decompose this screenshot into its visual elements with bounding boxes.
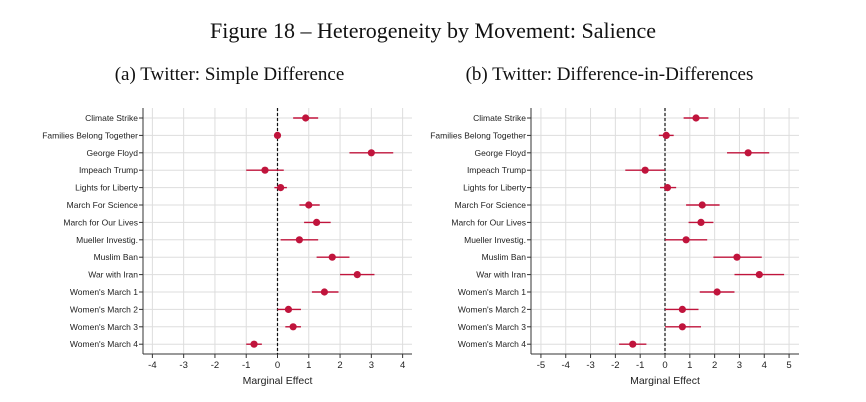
panel-b-point-estimate: [678, 305, 686, 313]
panel-b-point-estimate: [697, 218, 705, 226]
panel-b-x-tick-label: 1: [687, 360, 692, 371]
panel-b-category-label: March For Science: [455, 200, 527, 210]
panel-b-category-label: Lights for Liberty: [463, 183, 527, 193]
panel-a-x-tick-label: -2: [211, 360, 219, 371]
panel-a-category-label: Women's March 2: [70, 304, 138, 314]
panel-a-category-label: Muslim Ban: [94, 252, 139, 262]
panel-b-point-estimate: [662, 131, 670, 139]
panel-b-category-label: Women's March 3: [458, 322, 526, 332]
panel-b-point-estimate: [682, 236, 690, 244]
panel-b-point-estimate: [678, 323, 686, 331]
panel-b-category-label: George Floyd: [475, 148, 527, 158]
panel-a-category-label: Lights for Liberty: [75, 183, 139, 193]
panel-a-x-tick-label: 4: [400, 360, 405, 371]
panel-a-point-estimate: [312, 218, 321, 226]
panel-a-category-label: March for Our Lives: [63, 217, 138, 227]
panel-b-category-label: Women's March 1: [458, 287, 526, 297]
panel-a-point-estimate: [295, 236, 303, 244]
panel-a-point-estimate: [328, 253, 336, 261]
panel-a-x-tick-label: 1: [306, 360, 311, 371]
panel-a-point-estimate: [320, 288, 329, 296]
panel-a-point-estimate: [284, 305, 293, 313]
panel-b-x-tick-label: 3: [737, 360, 742, 371]
panel-a-point-estimate: [273, 131, 282, 139]
panel-b-category-label: War with Iran: [476, 270, 526, 280]
panel-b-category-label: Women's March 4: [458, 339, 526, 349]
panel-b-x-axis-label: Marginal Effect: [630, 375, 700, 387]
panel-b-x-tick-label: 4: [762, 360, 767, 371]
panel-b-title: (b) Twitter: Difference-in-Differences: [465, 64, 754, 85]
panel-a-category-label: Women's March 1: [70, 287, 138, 297]
panel-a-category-label: March For Science: [67, 200, 139, 210]
panel-a-plot: -4 -3 -2 -1 0 1 2 3 4 Marginal Effect Climate Stri…: [42, 108, 412, 387]
panel-a-category-label: George Floyd: [87, 148, 139, 158]
panel-a-x-tick-label: -4: [148, 360, 156, 371]
panel-a-x-tick-label: -1: [242, 360, 250, 371]
panel-a-point-estimate: [250, 340, 258, 348]
panel-a-category-label: Women's March 3: [70, 322, 138, 332]
panel-b-x-tick-label: -2: [611, 360, 619, 371]
panel-b-x-tick-label: 5: [786, 360, 791, 371]
panel-b-point-estimate: [698, 201, 706, 209]
panel-b-point-estimate: [733, 253, 741, 261]
panel-a-title: (a) Twitter: Simple Difference: [114, 64, 345, 85]
panel-b-x-tick-label: 2: [712, 360, 717, 371]
panel-b-category-label: Climate Strike: [473, 113, 526, 123]
panel-b-category-label: Muslim Ban: [482, 252, 527, 262]
panel-b-point-estimate: [692, 114, 700, 122]
panel-b-x-tick-label: -1: [636, 360, 644, 371]
panel-a-x-axis-label: Marginal Effect: [243, 375, 313, 387]
panel-a-point-estimate: [302, 114, 310, 122]
panel-a-category-label: Mueller Investig.: [76, 235, 138, 245]
panel-a-x-tick-label: 0: [275, 360, 280, 371]
panel-b-x-tick-label: -3: [586, 360, 594, 371]
panel-a-point-estimate: [289, 323, 297, 331]
panel-a-category-label: Families Belong Together: [42, 130, 138, 140]
panel-a-x-tick-label: -3: [179, 360, 187, 371]
panel-b-point-estimate: [641, 166, 649, 174]
panel-b-category-label: Impeach Trump: [467, 165, 526, 175]
panel-a-category-label: Climate Strike: [85, 113, 138, 123]
panel-b-point-estimate: [629, 340, 637, 348]
panel-b-point-estimate: [713, 288, 721, 296]
panel-a-point-estimate: [261, 166, 269, 174]
panel-a-x-tick-label: 2: [337, 360, 342, 371]
panel-a-point-estimate: [353, 271, 361, 279]
figure-title: Figure 18 – Heterogeneity by Movement: S…: [210, 18, 656, 43]
panel-a-point-estimate: [305, 201, 313, 209]
panel-a-category-label: Impeach Trump: [79, 165, 138, 175]
panel-a-category-label: Women's March 4: [70, 339, 138, 349]
panel-b-category-label: Mueller Investig.: [464, 235, 526, 245]
panel-b-x-tick-label: -4: [562, 360, 570, 371]
panel-b-plot: -5 -4 -3 -2 -1 0 1 2 3 4 5 Marginal Effect Climate S…: [430, 108, 799, 387]
panel-b-category-label: Families Belong Together: [430, 130, 526, 140]
panel-b-point-estimate: [744, 149, 752, 157]
panel-b-category-label: March for Our Lives: [451, 217, 526, 227]
panel-b-x-tick-label: -5: [537, 360, 545, 371]
panel-a-x-tick-label: 3: [369, 360, 374, 371]
panel-a-category-label: War with Iran: [88, 270, 138, 280]
panel-b-category-label: Women's March 2: [458, 304, 526, 314]
panel-a-point-estimate: [277, 184, 285, 192]
panel-a-point-estimate: [367, 149, 375, 157]
panel-b-point-estimate: [755, 271, 763, 279]
panel-b-x-tick-label: 0: [662, 360, 667, 371]
panel-b-point-estimate: [663, 184, 672, 192]
